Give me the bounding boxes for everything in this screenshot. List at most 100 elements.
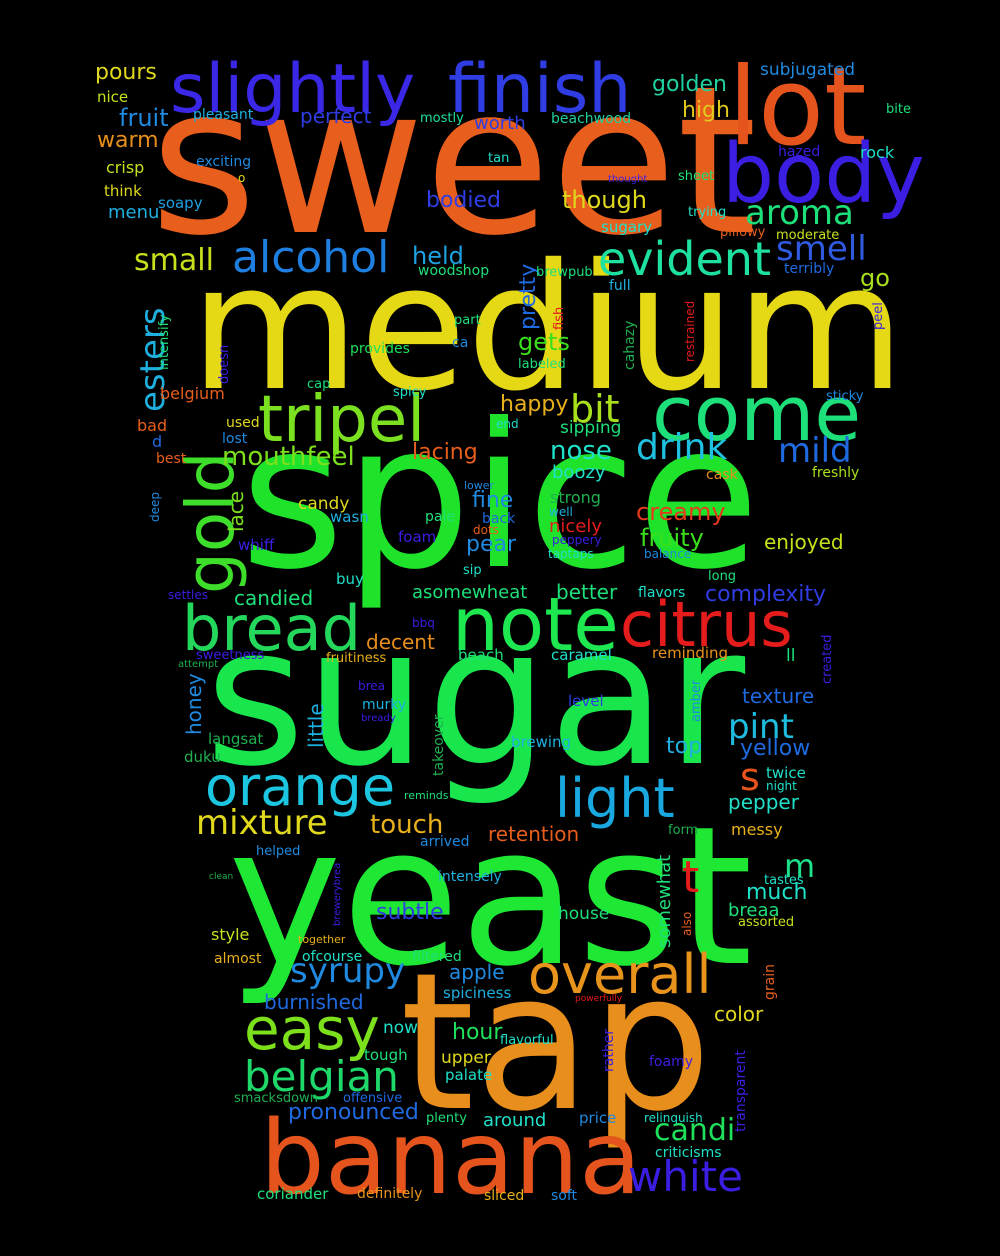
word-also: also xyxy=(680,911,694,936)
word-fruity: fruity xyxy=(640,524,704,552)
word-ofcourse: ofcourse xyxy=(302,949,363,965)
word-alcohol: alcohol xyxy=(232,232,390,283)
word-sip: sip xyxy=(463,563,482,578)
word-settles: settles xyxy=(168,588,209,602)
word-part: part xyxy=(454,313,481,328)
word-bbq: bbq xyxy=(412,616,435,630)
word-back: back xyxy=(482,511,516,527)
word-overall: overall xyxy=(528,943,712,1006)
word-tan: tan xyxy=(488,151,510,166)
word-powerfully: powerfully xyxy=(575,994,623,1004)
word-boozy: boozy xyxy=(552,462,606,483)
word-belgian: belgian xyxy=(244,1052,399,1101)
word-rock: rock xyxy=(860,143,895,162)
word-whiff: whiff xyxy=(238,536,275,554)
word-bit: bit xyxy=(570,387,620,431)
word-fish: fish xyxy=(552,306,567,330)
word-created: created xyxy=(820,634,835,684)
word-s: s xyxy=(740,755,760,799)
word-subjugated: subjugated xyxy=(760,60,856,80)
word-orange: orange xyxy=(205,755,396,818)
word-definitely: definitely xyxy=(357,1186,423,1202)
word-beach: beach xyxy=(458,646,504,664)
word-decent: decent xyxy=(366,630,435,654)
word-full: full xyxy=(609,278,631,294)
word-sliced: sliced xyxy=(484,1188,525,1204)
word-soft: soft xyxy=(551,1188,578,1204)
word-spiciness: spiciness xyxy=(443,984,512,1002)
word-lost: lost xyxy=(222,431,248,447)
word-langsat: langsat xyxy=(208,730,264,748)
word-worth: worth xyxy=(474,113,526,134)
word-candy: candy xyxy=(298,494,350,514)
word-pale: pale xyxy=(425,509,455,525)
word-mixture: mixture xyxy=(196,803,328,843)
word-palate: palate xyxy=(445,1066,493,1084)
word-though: though xyxy=(562,186,647,214)
word-sipping: sipping xyxy=(560,418,622,438)
word-dots: dots xyxy=(473,523,499,537)
word-t: t xyxy=(682,852,700,903)
word-price: price xyxy=(579,1109,617,1127)
word-murky: murky xyxy=(362,697,407,713)
word-pronounced: pronounced xyxy=(288,1100,419,1125)
word-intensely: intensely xyxy=(438,869,502,885)
word-form: form xyxy=(668,823,699,838)
word-body: body xyxy=(722,127,925,222)
word-night: night xyxy=(766,779,797,793)
word-o: o xyxy=(238,171,246,185)
word-beachwood: beachwood xyxy=(551,111,632,127)
word-texture: texture xyxy=(742,684,815,708)
word-happy: happy xyxy=(500,392,569,417)
word-foam: foam xyxy=(398,528,437,546)
word-lace: lace xyxy=(224,490,248,532)
word-nose: nose xyxy=(550,436,612,466)
word-lower: lower xyxy=(464,479,495,492)
word-come: come xyxy=(652,369,862,458)
word-tastes: tastes xyxy=(764,873,804,888)
word-level: level xyxy=(568,692,604,710)
word-belgium: belgium xyxy=(160,384,225,403)
word-asomewheat: asomewheat xyxy=(412,582,528,603)
word-slightly: slightly xyxy=(170,50,416,129)
word-bodied: bodied xyxy=(426,188,502,213)
word-around: around xyxy=(483,1110,547,1131)
word-almost: almost xyxy=(214,951,262,967)
word-exciting: exciting xyxy=(196,154,252,170)
word-lacing: lacing xyxy=(412,440,478,465)
word-high: high xyxy=(682,98,730,123)
word-spicy: spicy xyxy=(393,385,427,400)
word-medium: medium xyxy=(190,227,906,430)
word-color: color xyxy=(714,1002,764,1026)
word-golden: golden xyxy=(652,72,727,97)
word-well: well xyxy=(549,505,573,519)
word-arrived: arrived xyxy=(420,834,470,850)
word-sheet: sheet xyxy=(678,169,715,184)
word-yeast: yeast xyxy=(228,786,753,1009)
word-moderate: moderate xyxy=(776,228,840,243)
word-aroma: aroma xyxy=(745,193,854,233)
word-pepper: pepper xyxy=(728,790,799,814)
word-touch: touch xyxy=(370,810,444,840)
word-doesn: doesn xyxy=(217,344,232,384)
word-menu: menu xyxy=(108,202,160,223)
word-cap: cap xyxy=(307,377,331,392)
word-held: held xyxy=(412,242,464,270)
word-upper: upper xyxy=(441,1048,491,1068)
word-fruitiness: fruitiness xyxy=(326,651,387,666)
word-hazed: hazed xyxy=(778,144,821,160)
word-plenty: plenty xyxy=(426,1111,467,1126)
word-coriander: coriander xyxy=(257,1185,329,1203)
word-smacksdown: smacksdown xyxy=(234,1091,318,1106)
word-house: house xyxy=(558,904,610,924)
word-cahazy: cahazy xyxy=(622,320,638,370)
word-sweetness: sweetness xyxy=(196,648,265,663)
word-hour: hour xyxy=(452,1020,503,1045)
word-note: note xyxy=(452,582,619,668)
word-ll: ll xyxy=(786,646,796,666)
word-transparent: transparent xyxy=(733,1050,749,1132)
word-complexity: complexity xyxy=(705,582,826,607)
word-white: white xyxy=(628,1152,743,1201)
word-syrupy: syrupy xyxy=(290,951,406,991)
